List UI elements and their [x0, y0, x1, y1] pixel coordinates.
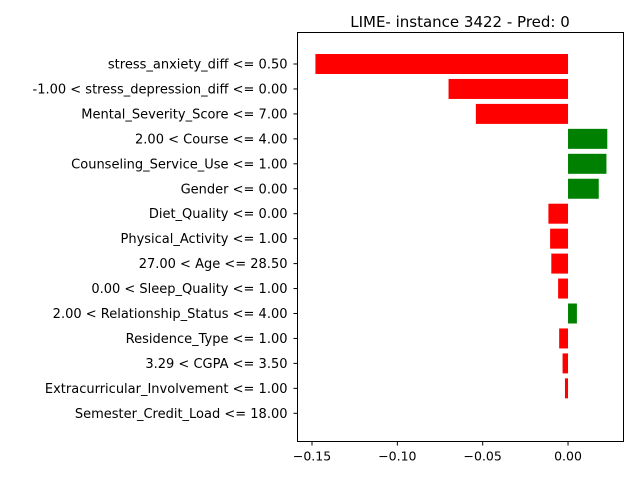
y-tick-label: Physical_Activity <= 1.00 — [121, 232, 288, 247]
bar — [564, 378, 569, 399]
bars-group — [315, 54, 608, 399]
x-ticks: −0.15 −0.10 −0.05 0.00 — [293, 441, 582, 464]
bar — [551, 253, 569, 274]
x-tick-label: −0.15 — [293, 449, 331, 464]
y-tick-labels: stress_anxiety_diff <= 0.50 -1.00 < stres… — [33, 58, 298, 422]
x-tick-label: −0.05 — [464, 449, 502, 464]
bar — [568, 128, 608, 149]
bar — [548, 203, 569, 224]
bar — [558, 278, 569, 299]
bar — [568, 303, 577, 324]
bar — [568, 153, 607, 174]
y-tick-label: Diet_Quality <= 0.00 — [149, 207, 288, 222]
plot-frame — [297, 32, 624, 442]
bar — [568, 178, 599, 199]
bar — [562, 353, 569, 374]
y-tick-label: Extracurricular_Involvement <= 1.00 — [45, 382, 288, 397]
bar — [550, 228, 569, 249]
bar — [448, 78, 569, 99]
y-tick-label: 2.00 < Relationship_Status <= 4.00 — [53, 307, 288, 322]
chart-title: LIME- instance 3422 - Pred: 0 — [350, 13, 570, 31]
y-tick-label: stress_anxiety_diff <= 0.50 — [108, 58, 288, 73]
bar — [559, 328, 569, 349]
x-tick-label: 0.00 — [554, 449, 582, 464]
y-tick-label: 2.00 < Course <= 4.00 — [135, 132, 287, 147]
y-tick-label: Semester_Credit_Load <= 18.00 — [75, 407, 288, 422]
y-tick-label: 0.00 < Sleep_Quality <= 1.00 — [91, 282, 287, 297]
y-tick-label: Mental_Severity_Score <= 7.00 — [81, 107, 287, 122]
y-tick-label: 3.29 < CGPA <= 3.50 — [145, 357, 287, 372]
y-tick-label: Counseling_Service_Use <= 1.00 — [71, 157, 287, 172]
bar — [475, 103, 569, 124]
x-tick-label: −0.10 — [378, 449, 416, 464]
bar — [315, 54, 569, 74]
y-tick-label: Residence_Type <= 1.00 — [126, 332, 288, 347]
y-tick-label: -1.00 < stress_depression_diff <= 0.00 — [33, 82, 288, 97]
y-tick-label: 27.00 < Age <= 28.50 — [139, 257, 288, 272]
y-tick-label: Gender <= 0.00 — [181, 182, 288, 197]
